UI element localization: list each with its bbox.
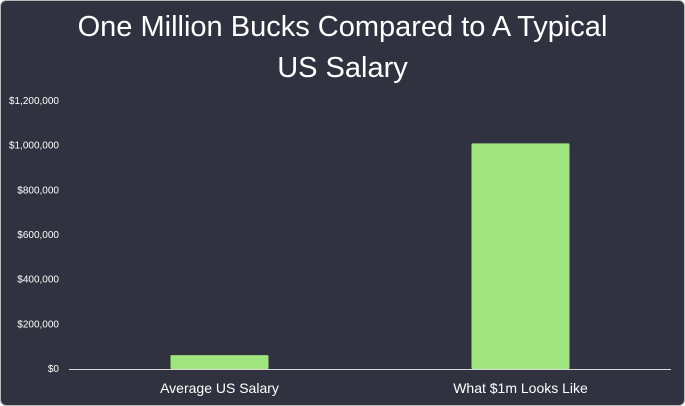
y-tick-label: $400,000 bbox=[17, 275, 59, 286]
x-category-label: Average US Salary bbox=[160, 380, 279, 396]
y-tick-label: $1,000,000 bbox=[9, 141, 59, 152]
bar bbox=[471, 143, 570, 369]
y-tick-label: $800,000 bbox=[17, 185, 59, 196]
chart-title-line-1: One Million Bucks Compared to A Typical bbox=[77, 11, 608, 43]
bar bbox=[170, 355, 269, 369]
y-tick-label: $0 bbox=[48, 364, 60, 375]
chart-title: One Million Bucks Compared to A Typical … bbox=[1, 7, 684, 89]
chart-title-line-2: US Salary bbox=[277, 52, 408, 84]
y-tick-label: $1,200,000 bbox=[9, 96, 59, 107]
y-tick-label: $200,000 bbox=[17, 319, 59, 330]
x-category-label: What $1m Looks Like bbox=[453, 380, 588, 396]
y-tick-label: $600,000 bbox=[17, 230, 59, 241]
